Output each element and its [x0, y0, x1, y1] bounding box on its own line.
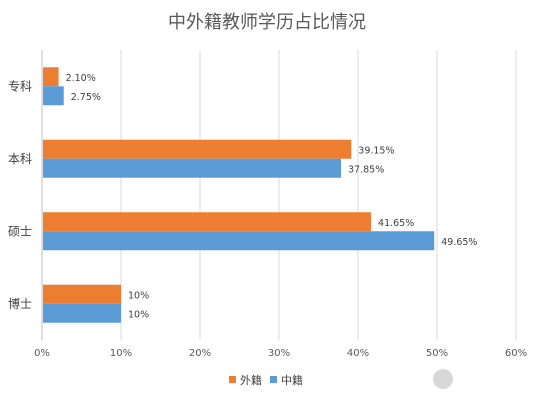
category-label: 硕士 — [8, 224, 32, 238]
bars: 2.10% 2.75% 39.15% 37.85% 41.65% 49.65% 10% 10% — [43, 67, 477, 323]
x-tick-label: 20% — [189, 348, 211, 359]
bar-foreign — [43, 139, 352, 159]
bar-foreign — [43, 212, 372, 232]
legend-swatch-chinese — [270, 376, 277, 383]
x-tick-label: 60% — [505, 348, 527, 359]
category-label: 博士 — [8, 296, 32, 311]
bar-foreign — [43, 284, 121, 304]
chart-title: 中外籍教师学历占比情况 — [168, 12, 366, 33]
data-label: 10% — [128, 309, 149, 320]
legend-label-foreign: 外籍 — [240, 373, 262, 387]
bar-chinese — [43, 231, 435, 251]
data-label: 2.75% — [71, 92, 101, 103]
bar-foreign — [43, 67, 59, 87]
x-tick-label: 0% — [34, 348, 50, 359]
x-tick-label: 50% — [426, 348, 448, 359]
watermark: 峰杰教育 — [433, 369, 506, 389]
x-tick-label: 10% — [110, 348, 132, 359]
bar-chinese — [43, 303, 121, 323]
data-label: 2.10% — [66, 73, 96, 84]
category-label: 本科 — [8, 152, 32, 166]
x-tick-label: 30% — [268, 348, 290, 359]
x-tick-label: 40% — [347, 348, 369, 359]
watermark-text: 峰杰教育 — [458, 371, 506, 386]
legend-label-chinese: 中籍 — [281, 373, 303, 387]
category-label: 专科 — [8, 78, 32, 93]
gridlines — [41, 50, 517, 340]
data-label: 49.65% — [441, 237, 477, 248]
bar-chinese — [43, 158, 342, 178]
legend: 外籍 中籍 — [229, 373, 303, 387]
x-tick-labels: 0% 10% 20% 30% 40% 50% 60% — [34, 348, 527, 359]
bar-chinese — [43, 86, 64, 106]
legend-swatch-foreign — [229, 376, 236, 383]
data-label: 10% — [128, 290, 149, 301]
data-label: 39.15% — [358, 145, 394, 156]
data-label: 41.65% — [378, 218, 414, 229]
data-label: 37.85% — [348, 164, 384, 175]
watermark-logo-icon — [433, 369, 453, 389]
